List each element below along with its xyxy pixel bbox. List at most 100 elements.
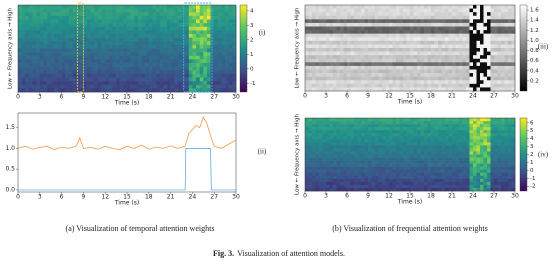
heatmap-cell [319,130,323,133]
heatmap-cell [51,5,55,9]
heatmap-cell [417,133,421,136]
heatmap-cell [403,77,407,81]
heatmap-cell [323,48,327,52]
heatmap-cell [134,63,138,67]
heatmap-cell [225,70,229,74]
heatmap-cell [105,88,109,92]
heatmap-cell [365,66,369,70]
heatmap-cell [337,37,341,41]
heatmap-cell [207,67,211,71]
heatmap-cell [414,121,418,124]
heatmap-cell [403,52,407,56]
heatmap-cell [414,19,418,23]
heatmap-cell [470,136,474,139]
heatmap-cell [459,70,463,74]
heatmap-cell [333,173,337,176]
heatmap-cell [225,16,229,20]
heatmap-cell [477,66,481,70]
heatmap-cell [142,38,146,42]
heatmap-cell [410,87,414,91]
heatmap-cell [389,118,393,121]
heatmap-cell [171,70,175,74]
heatmap-cell [105,30,109,34]
heatmap-cell [178,45,182,49]
heatmap-cell [438,48,442,52]
heatmap-cell [386,59,390,63]
heatmap-cell [18,41,22,45]
heatmap-cell [421,30,425,34]
heatmap-cell [351,142,355,145]
heatmap-cell [407,170,411,173]
heatmap-cell [33,59,37,63]
heatmap-cell [428,136,432,139]
heatmap-cell [305,9,309,13]
heatmap-cell [445,161,449,164]
heatmap-cell [344,136,348,139]
heatmap-cell [319,142,323,145]
heatmap-cell [431,59,435,63]
heatmap-cell [396,118,400,121]
heatmap-cell [403,12,407,16]
heatmap-cell [498,34,502,38]
heatmap-cell [389,80,393,84]
heatmap-cell [494,148,498,151]
heatmap-cell [25,67,29,71]
heatmap-cell [319,145,323,148]
heatmap-cell [344,66,348,70]
heatmap-cell [156,78,160,82]
heatmap-cell [62,27,66,31]
heatmap-cell [463,70,467,74]
heatmap-cell [459,73,463,77]
heatmap-cell [407,148,411,151]
heatmap-cell [375,173,379,176]
heatmap-cell [200,74,204,78]
heatmap-cell [340,23,344,27]
heatmap-cell [466,142,470,145]
heatmap-cell [309,87,313,91]
heatmap-cell [333,136,337,139]
heatmap-cell [372,62,376,66]
heatmap-cell [142,12,146,16]
heatmap-cell [316,139,320,142]
heatmap-cell [337,151,341,154]
heatmap-cell [382,5,386,9]
heatmap-cell [94,34,98,38]
heatmap-cell [512,148,516,151]
x-tick-label: 24 [469,193,477,200]
heatmap-cell [192,12,196,16]
heatmap-cell [498,185,502,188]
heatmap-cell [512,80,516,84]
heatmap-cell [379,139,383,142]
heatmap-cell [323,185,327,188]
heatmap-cell [463,48,467,52]
heatmap-cell [354,62,358,66]
heatmap-cell [410,124,414,127]
heatmap-cell [424,59,428,63]
heatmap-cell [76,16,80,20]
heatmap-cell [18,34,22,38]
heatmap-cell [330,164,334,167]
heatmap-cell [410,55,414,59]
heatmap-cell [361,167,365,170]
heatmap-cell [375,170,379,173]
heatmap-cell [512,9,516,13]
heatmap-cell [386,30,390,34]
heatmap-cell [160,20,164,24]
heatmap-cell [449,87,453,91]
heatmap-cell [196,41,200,45]
heatmap-cell [512,173,516,176]
heatmap-cell [309,173,313,176]
heatmap-cell [393,182,397,185]
heatmap-cell [410,151,414,154]
heatmap-cell [351,19,355,23]
heatmap-cell [438,44,442,48]
heatmap-cell [330,19,334,23]
heatmap-cell [330,62,334,66]
heatmap-cell [456,185,460,188]
heatmap-cell [431,118,435,121]
colorbar-tick-label: 1.6 [530,8,539,14]
heatmap-cell [508,142,512,145]
heatmap-cell [340,173,344,176]
heatmap-cell [449,70,453,74]
heatmap-cell [221,20,225,24]
